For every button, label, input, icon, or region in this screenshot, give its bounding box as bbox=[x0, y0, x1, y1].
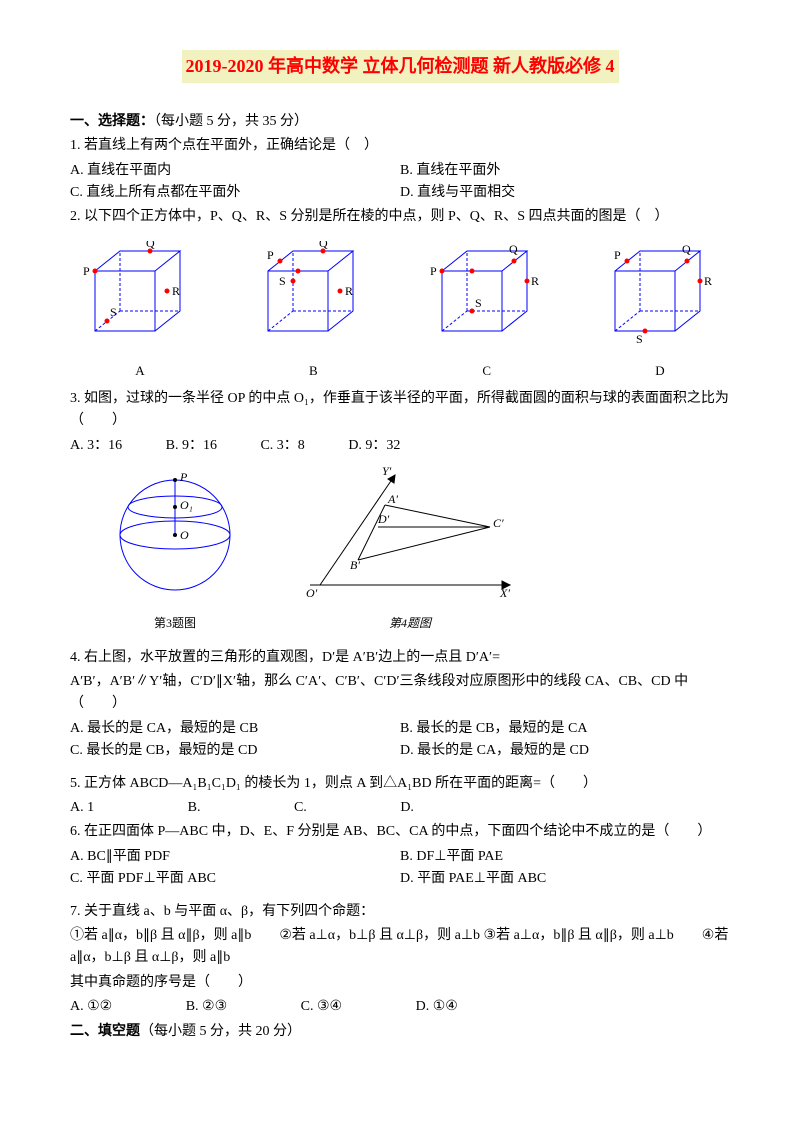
q3-opt-b: B. 9：16 bbox=[166, 435, 217, 457]
svg-text:R: R bbox=[172, 284, 180, 298]
section-a-sub: （每小题 5 分，共 35 分） bbox=[154, 114, 308, 129]
q6-opt-a: A. BC∥平面 PDF bbox=[70, 846, 400, 868]
svg-text:S: S bbox=[110, 305, 117, 319]
q5-options: A. 1 B. C. D. bbox=[70, 797, 730, 819]
cube-b-label: B bbox=[253, 361, 373, 382]
q7-options: A. ①② B. ②③ C. ③④ D. ①④ bbox=[70, 996, 730, 1018]
q5-opt-b: B. bbox=[188, 797, 201, 819]
q5-opt-c: C. bbox=[294, 797, 307, 819]
svg-text:O: O bbox=[180, 528, 189, 542]
svg-text:Q: Q bbox=[319, 241, 328, 250]
q4-opt-b: B. 最长的是 CB，最短的是 CA bbox=[400, 718, 730, 740]
svg-text:R: R bbox=[704, 274, 712, 288]
q3-figure: P O₁ O 第3题图 bbox=[100, 465, 250, 633]
q4-stem1: 4. 右上图，水平放置的三角形的直观图，D′是 A′B′边上的一点且 D′A′= bbox=[70, 647, 730, 669]
q7-opt-a: A. ①② bbox=[70, 996, 112, 1018]
q7-opt-d: D. ①④ bbox=[416, 996, 458, 1018]
q1-opt-b: B. 直线在平面外 bbox=[400, 160, 730, 182]
q3-opt-d: D. 9：32 bbox=[348, 435, 400, 457]
q4-opt-a: A. 最长的是 CA，最短的是 CB bbox=[70, 718, 400, 740]
svg-text:Y′: Y′ bbox=[382, 465, 392, 478]
q5-opt-a: A. 1 bbox=[70, 797, 94, 819]
section-b-label: 二、填空题 bbox=[70, 1024, 140, 1039]
q6-stem: 6. 在正四面体 P—ABC 中，D、E、F 分别是 AB、BC、CA 的中点，… bbox=[70, 821, 730, 843]
svg-text:C′: C′ bbox=[493, 516, 504, 530]
q1-stem: 1. 若直线上有两个点在平面外，正确结论是（ ） bbox=[70, 135, 730, 157]
q4-figure: O′ X′ Y′ A′ B′ C′ D′ 第4题图 bbox=[300, 465, 520, 633]
cube-a-label: A bbox=[80, 361, 200, 382]
section-b-sub: （每小题 5 分，共 20 分） bbox=[140, 1024, 301, 1039]
cube-b: P Q R S B bbox=[253, 241, 373, 382]
svg-text:P: P bbox=[267, 248, 274, 262]
q4-stem2: A′B′，A′B′∥Y′轴，C′D′∥X′轴，那么 C′A′、C′B′、C′D′… bbox=[70, 671, 730, 716]
cube-a: P Q R S A bbox=[80, 241, 200, 382]
q2-stem: 2. 以下四个正方体中，P、Q、R、S 分别是所在棱的中点，则 P、Q、R、S … bbox=[70, 206, 730, 228]
svg-text:P: P bbox=[430, 264, 437, 278]
svg-text:D′: D′ bbox=[377, 512, 390, 526]
q7-stem: 7. 关于直线 a、b 与平面 α、β，有下列四个命题： bbox=[70, 901, 730, 923]
q1-opt-c: C. 直线上所有点都在平面外 bbox=[70, 182, 400, 204]
q6-opt-b: B. DF⊥平面 PAE bbox=[400, 846, 730, 868]
svg-text:S: S bbox=[636, 332, 643, 346]
q3-opt-a: A. 3：16 bbox=[70, 435, 122, 457]
q2-figures: P Q R S A P Q R S B bbox=[70, 241, 730, 382]
q5-opt-d: D. bbox=[400, 797, 414, 819]
q3-stem: 3. 如图，过球的一条半径 OP 的中点 O₁，作垂直于该半径的平面，所得截面圆… bbox=[70, 388, 730, 433]
q6-opt-d: D. 平面 PAE⊥平面 ABC bbox=[400, 868, 730, 890]
q7-line1: ①若 a∥α，b∥β 且 α∥β，则 a∥b ②若 a⊥α，b⊥β 且 α⊥β，… bbox=[70, 925, 730, 970]
q5-stem: 5. 正方体 ABCD—A₁B₁C₁D₁ 的棱长为 1，则点 A 到△A₁BD … bbox=[70, 773, 730, 795]
cube-c: P Q R S C bbox=[427, 241, 547, 382]
cube-d: P Q R S D bbox=[600, 241, 720, 382]
section-b-heading: 二、填空题（每小题 5 分，共 20 分） bbox=[70, 1021, 730, 1043]
svg-text:X′: X′ bbox=[499, 586, 510, 600]
q4-caption: 第4题图 bbox=[300, 614, 520, 633]
svg-text:P: P bbox=[83, 264, 90, 278]
q4-opt-d: D. 最长的是 CA，最短的是 CD bbox=[400, 740, 730, 762]
cube-d-label: D bbox=[600, 361, 720, 382]
q1-opt-a: A. 直线在平面内 bbox=[70, 160, 400, 182]
svg-text:O₁: O₁ bbox=[180, 498, 193, 512]
svg-text:S: S bbox=[475, 296, 482, 310]
section-a-label: 一、选择题： bbox=[70, 114, 154, 129]
q4-opt-c: C. 最长的是 CB，最短的是 CD bbox=[70, 740, 400, 762]
section-a-heading: 一、选择题：（每小题 5 分，共 35 分） bbox=[70, 111, 730, 133]
svg-text:R: R bbox=[531, 274, 539, 288]
q3-options: A. 3：16 B. 9：16 C. 3：8 D. 9：32 bbox=[70, 435, 730, 457]
svg-text:P: P bbox=[614, 248, 621, 262]
q7-opt-c: C. ③④ bbox=[301, 996, 342, 1018]
svg-text:Q: Q bbox=[509, 242, 518, 256]
svg-text:Q: Q bbox=[682, 242, 691, 256]
cube-c-label: C bbox=[427, 361, 547, 382]
svg-text:P: P bbox=[179, 470, 188, 484]
svg-text:O′: O′ bbox=[306, 586, 318, 600]
q3-caption: 第3题图 bbox=[100, 614, 250, 633]
svg-text:A′: A′ bbox=[387, 492, 398, 506]
svg-text:Q: Q bbox=[146, 241, 155, 250]
svg-text:B′: B′ bbox=[350, 558, 360, 572]
q7-opt-b: B. ②③ bbox=[186, 996, 227, 1018]
q6-opt-c: C. 平面 PDF⊥平面 ABC bbox=[70, 868, 400, 890]
q3-opt-c: C. 3：8 bbox=[260, 435, 304, 457]
q1-opt-d: D. 直线与平面相交 bbox=[400, 182, 730, 204]
page-title: 2019-2020 年高中数学 立体几何检测题 新人教版必修 4 bbox=[182, 50, 619, 83]
svg-text:S: S bbox=[279, 274, 286, 288]
svg-text:R: R bbox=[345, 284, 353, 298]
q7-ask: 其中真命题的序号是（ ） bbox=[70, 972, 730, 994]
